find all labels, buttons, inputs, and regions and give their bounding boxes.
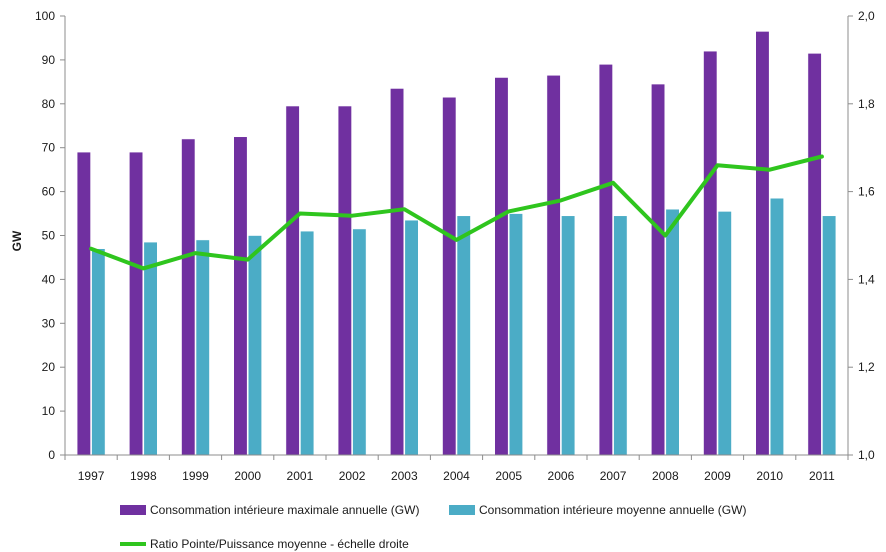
ratio-point (194, 251, 197, 255)
left-tick-label: 10 (42, 404, 56, 418)
ratio-point (507, 209, 511, 213)
x-tick-label: 2001 (287, 469, 314, 483)
legend-swatch-mean (449, 505, 475, 515)
legend-label-ratio: Ratio Pointe/Puissance moyenne - échelle… (150, 537, 409, 551)
bar-max (285, 105, 300, 456)
x-axis: 1997 1998 1999 2000 2001 2002 2003 2004 2005 2006… (64, 454, 849, 483)
ratio-point (768, 168, 772, 172)
x-tick-label: 2005 (495, 469, 522, 483)
right-tick-label: 1,4 (858, 272, 875, 286)
left-tick-label: 30 (42, 316, 56, 330)
ratio-point (455, 238, 458, 242)
ratio-point (611, 181, 615, 185)
bar-mean (404, 219, 419, 456)
x-tick-label: 2007 (600, 469, 627, 483)
right-tick-label: 1,8 (858, 97, 875, 111)
x-tick-label: 2011 (809, 469, 835, 483)
x-tick-label: 1998 (130, 469, 157, 483)
bar-max (389, 88, 405, 456)
left-tick-label: 40 (42, 272, 56, 286)
ratio-point (246, 258, 250, 262)
bar-mean (508, 213, 524, 456)
x-tick-label: 2004 (443, 469, 470, 483)
left-axis: 0 10 20 30 40 50 60 70 80 90 100 (35, 9, 66, 462)
right-tick-label: 1,2 (858, 360, 875, 374)
bar-max (337, 105, 352, 456)
bar-mean (91, 248, 106, 456)
bar-mean (613, 215, 628, 456)
bar-mean (561, 215, 576, 456)
bar-max (233, 136, 248, 456)
bar-max (755, 31, 770, 456)
bar-max (546, 74, 561, 456)
x-tick-label: 2003 (391, 469, 418, 483)
ratio-point (663, 234, 667, 237)
x-tick-label: 1997 (78, 469, 105, 483)
ratio-point (716, 163, 719, 167)
right-tick-label: 1,0 (858, 448, 875, 462)
left-tick-label: 20 (42, 360, 56, 374)
ratio-point (559, 198, 563, 202)
x-tick-label: 2008 (652, 469, 679, 483)
bar-max (494, 77, 509, 456)
bar-mean (456, 215, 471, 456)
bar-max (129, 151, 144, 456)
ratio-point (350, 214, 354, 218)
left-tick-label: 100 (35, 9, 55, 23)
left-tick-label: 80 (42, 97, 56, 111)
bar-mean (769, 197, 785, 456)
bar-mean (352, 228, 367, 456)
ratio-point (402, 207, 406, 211)
bar-max (807, 53, 822, 456)
x-tick-label: 2000 (234, 469, 261, 483)
left-tick-label: 0 (48, 448, 55, 462)
bar-max (442, 96, 457, 456)
ratio-point (141, 266, 145, 270)
x-tick-label: 1999 (182, 469, 209, 483)
bar-mean (195, 239, 210, 456)
bar-max (181, 138, 196, 456)
ratio-point (820, 154, 824, 158)
bar-mean (822, 215, 837, 456)
plot-area (76, 31, 837, 456)
bar-mean (665, 208, 680, 456)
left-tick-label: 50 (42, 229, 56, 243)
left-tick-label: 60 (42, 185, 56, 199)
ratio-point (298, 212, 302, 216)
legend-label-max: Consommation intérieure maximale annuell… (150, 503, 419, 517)
right-tick-label: 1,6 (858, 185, 875, 199)
legend-label-mean: Consommation intérieure moyenne annuelle… (479, 503, 746, 517)
legend: Consommation intérieure maximale annuell… (120, 503, 746, 551)
ratio-point (89, 247, 93, 251)
legend-swatch-max (120, 505, 146, 515)
bar-mean (717, 211, 732, 456)
right-axis: 1,0 1,2 1,4 1,6 1,8 2,0 (847, 9, 875, 462)
bar-max (76, 151, 91, 456)
x-tick-label: 2009 (704, 469, 731, 483)
y-axis-title: GW (10, 230, 24, 251)
bar-max (598, 63, 613, 456)
x-tick-label: 2002 (339, 469, 366, 483)
bar-mean (300, 230, 315, 456)
bar-max (650, 83, 666, 456)
left-tick-label: 70 (42, 141, 56, 155)
bar-mean (143, 241, 158, 456)
bar-mean (247, 235, 262, 456)
x-tick-label: 2010 (756, 469, 783, 483)
left-tick-label: 90 (42, 53, 56, 67)
x-tick-label: 2006 (548, 469, 575, 483)
right-tick-label: 2,0 (858, 9, 875, 23)
bar-max (703, 50, 718, 456)
